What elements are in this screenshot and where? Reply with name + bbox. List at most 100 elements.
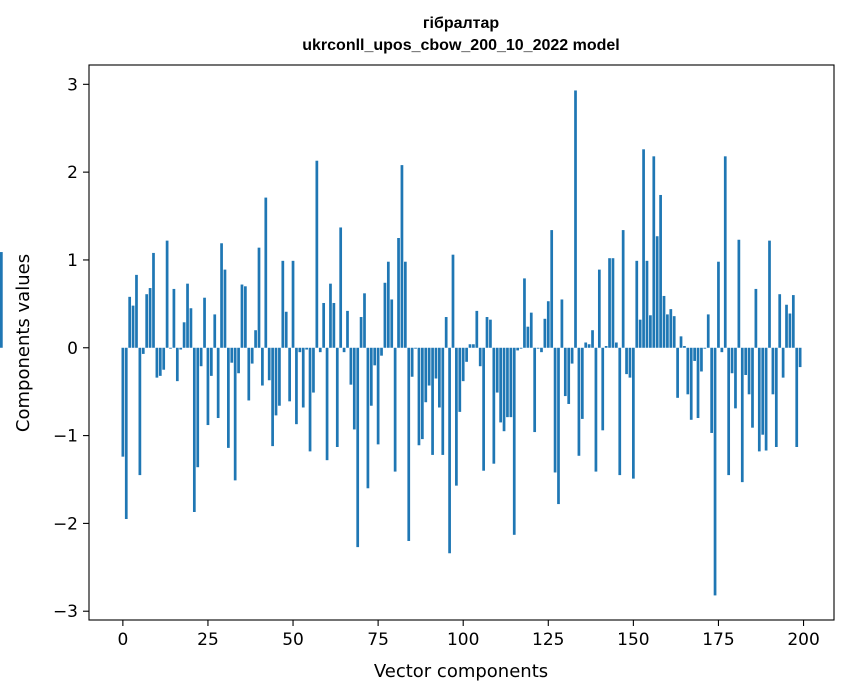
bar-37 (247, 347, 251, 401)
chart-title-line-2: ukrconll_upos_cbow_200_10_2022 model (302, 37, 619, 54)
bar-25 (206, 347, 210, 426)
bar-182 (740, 347, 744, 483)
bar-132 (570, 347, 574, 364)
bar-76 (380, 347, 383, 356)
bar-36 (244, 286, 247, 348)
bar-73 (369, 347, 373, 406)
bar-7 (145, 294, 149, 348)
bar-96 (448, 347, 451, 554)
bar-197 (791, 295, 795, 348)
bar-121 (533, 347, 537, 433)
bar-65 (342, 347, 346, 353)
bar-193 (778, 294, 782, 348)
bar-40 (257, 247, 261, 348)
bar-137 (587, 344, 591, 348)
bar-83 (403, 261, 407, 348)
bar-162 (672, 316, 676, 348)
bar-169 (696, 347, 700, 419)
bar-16 (175, 347, 179, 382)
bar-128 (557, 347, 560, 505)
bar-101 (465, 347, 468, 362)
bar-172 (706, 314, 710, 348)
plot-frame (88, 64, 835, 621)
bar-undefined (0, 252, 3, 348)
bar-107 (485, 317, 489, 348)
bar-155 (649, 315, 652, 348)
bar-135 (580, 347, 584, 419)
y-tick-label: −2 (53, 514, 78, 534)
bar-160 (666, 314, 669, 348)
bar-20 (189, 308, 193, 348)
bar-13 (165, 240, 169, 348)
bar-106 (482, 347, 485, 471)
bar-159 (662, 295, 666, 348)
bar-21 (192, 347, 196, 512)
bar-23 (199, 347, 203, 367)
bar-143 (608, 258, 611, 348)
bar-177 (723, 156, 727, 348)
bar-17 (179, 347, 183, 350)
bar-149 (628, 347, 632, 378)
bar-181 (737, 239, 741, 348)
bar-161 (669, 309, 673, 348)
x-tick-label: 50 (282, 630, 304, 650)
bar-123 (540, 347, 543, 353)
bar-57 (315, 160, 319, 348)
x-tick-label: 125 (532, 630, 564, 650)
bar-8 (148, 288, 152, 348)
bar-103 (472, 344, 475, 348)
bar-119 (526, 326, 530, 348)
bar-110 (495, 347, 499, 393)
bar-53 (301, 347, 305, 408)
bar-111 (499, 347, 502, 423)
bar-55 (308, 347, 312, 452)
bar-140 (597, 269, 601, 348)
bar-198 (795, 347, 799, 447)
bar-190 (768, 240, 771, 348)
bar-74 (373, 347, 377, 366)
bar-189 (764, 347, 768, 451)
bar-95 (444, 317, 448, 348)
bar-27 (213, 314, 217, 348)
bar-129 (560, 299, 564, 348)
bar-183 (744, 347, 748, 375)
bar-196 (788, 313, 792, 348)
bar-124 (543, 318, 547, 348)
x-tick-label: 0 (117, 630, 128, 650)
bar-54 (305, 347, 308, 350)
bar-50 (291, 260, 295, 348)
bar-154 (645, 260, 649, 348)
bar-156 (652, 156, 656, 348)
bar-127 (553, 347, 557, 473)
bar-38 (250, 347, 254, 364)
bar-131 (567, 347, 571, 404)
bar-118 (523, 278, 526, 348)
y-tick-label: 3 (67, 75, 78, 95)
bar-122 (536, 347, 540, 349)
bar-75 (376, 347, 380, 445)
bar-26 (209, 347, 213, 376)
bar-152 (638, 319, 642, 348)
y-axis-ticks: −3 −2 −1 0 1 2 3 (53, 75, 89, 622)
bar-77 (383, 282, 387, 348)
x-axis-label: Vector components (374, 661, 548, 682)
bar-173 (710, 347, 714, 433)
bar-79 (390, 299, 394, 348)
bar-30 (223, 269, 227, 348)
bar-33 (233, 347, 237, 481)
bar-112 (502, 347, 506, 432)
bar-157 (655, 236, 659, 348)
x-tick-label: 75 (367, 630, 389, 650)
bar-51 (295, 347, 298, 425)
bar-3 (131, 305, 135, 348)
bar-146 (618, 347, 622, 476)
bars-layer (0, 90, 802, 596)
x-tick-label: 175 (702, 630, 734, 650)
bar-82 (400, 165, 404, 348)
bar-63 (335, 347, 339, 447)
bar-42 (264, 197, 268, 348)
bar-179 (730, 347, 734, 374)
bar-187 (757, 347, 761, 452)
